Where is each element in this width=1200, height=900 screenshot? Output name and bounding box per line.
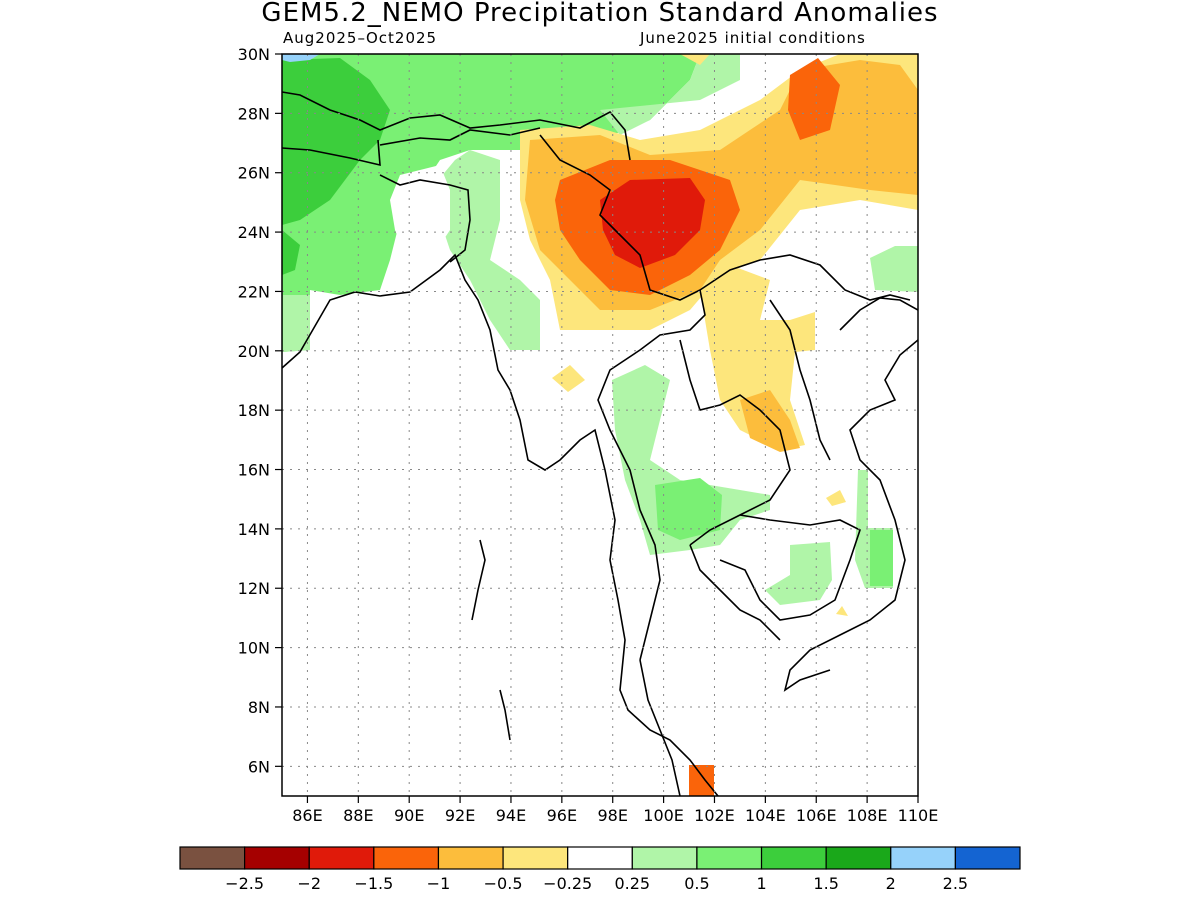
colorbar-swatch bbox=[179, 846, 246, 870]
anomaly-orange-south bbox=[689, 765, 714, 796]
malay-peninsula bbox=[639, 659, 681, 796]
colorbar-label: −1 bbox=[427, 874, 451, 893]
colorbar-swatch bbox=[696, 846, 763, 870]
anomaly-fields bbox=[282, 54, 918, 796]
anomaly-lightgreen-cambodia bbox=[765, 542, 832, 605]
laos-internal bbox=[769, 299, 831, 461]
lon-label: 110E bbox=[898, 806, 939, 825]
anomaly-green-vietnam bbox=[870, 530, 893, 586]
laos-vietnam-border bbox=[699, 254, 911, 301]
anomaly-lightgreen-bay bbox=[283, 295, 310, 352]
colorbar-label: −1.5 bbox=[354, 874, 393, 893]
anomaly-darkgreen-west-2 bbox=[282, 230, 300, 275]
india-bangladesh-coast bbox=[282, 253, 719, 796]
lon-label: 106E bbox=[796, 806, 837, 825]
colorbar-swatch bbox=[502, 846, 569, 870]
page-title: GEM5.2_NEMO Precipitation Standard Anoma… bbox=[261, 0, 939, 28]
lon-label: 92E bbox=[445, 806, 475, 825]
andaman-islands bbox=[471, 539, 486, 621]
himalaya-border bbox=[282, 91, 631, 161]
colorbar-swatch bbox=[760, 846, 827, 870]
myanmar-china-border bbox=[539, 134, 701, 301]
lat-label: 24N bbox=[238, 223, 270, 242]
anomaly-neutral-bangladesh bbox=[390, 165, 450, 260]
lon-label: 108E bbox=[847, 806, 888, 825]
colorbar-label: 0.5 bbox=[684, 874, 709, 893]
colorbar-swatch bbox=[373, 846, 440, 870]
lon-label: 102E bbox=[694, 806, 735, 825]
lon-label: 100E bbox=[643, 806, 684, 825]
lat-label: 20N bbox=[238, 342, 270, 361]
colorbar-label: 2 bbox=[886, 874, 896, 893]
colorbar-label: −0.5 bbox=[484, 874, 523, 893]
lon-label: 88E bbox=[343, 806, 373, 825]
china-east-coast bbox=[839, 297, 918, 331]
anomaly-red-china bbox=[600, 178, 705, 268]
nepal-border bbox=[282, 139, 381, 167]
anomaly-lightgreen-bangladesh bbox=[430, 150, 540, 350]
myanmar-thailand-border bbox=[597, 289, 706, 661]
initial-conditions: June2025 initial conditions bbox=[640, 29, 866, 47]
colorbar-swatch bbox=[308, 846, 375, 870]
colorbar-swatch bbox=[954, 846, 1021, 870]
colorbar bbox=[179, 846, 1021, 870]
colorbar-swatch bbox=[631, 846, 698, 870]
anomaly-lightgreen-east bbox=[870, 246, 918, 292]
anomaly-yellow-laos bbox=[700, 265, 815, 450]
longitude-labels: 86E 88E 90E 92E 94E 96E 98E 100E 102E 104E 106E 108… bbox=[292, 796, 938, 825]
lat-label: 26N bbox=[238, 164, 270, 183]
anomaly-lightblue-nw bbox=[282, 54, 320, 62]
latitude-labels: 30N 28N 26N 24N 22N 20N 18N 16N 14N 12N 10N 8N 6N bbox=[238, 45, 282, 776]
lon-label: 98E bbox=[597, 806, 627, 825]
lon-label: 90E bbox=[394, 806, 424, 825]
lon-label: 96E bbox=[547, 806, 577, 825]
vietnam-coast bbox=[783, 339, 918, 692]
colorbar-label: 1.5 bbox=[813, 874, 838, 893]
anomaly-yellow-small-3 bbox=[836, 606, 848, 616]
anomaly-yellow-top bbox=[680, 54, 710, 65]
lat-label: 8N bbox=[248, 698, 270, 717]
lat-label: 30N bbox=[238, 45, 270, 64]
colorbar-swatch bbox=[244, 846, 310, 870]
colorbar-swatch bbox=[825, 846, 892, 870]
lat-label: 14N bbox=[238, 520, 270, 539]
lat-label: 6N bbox=[248, 757, 270, 776]
bangladesh-border bbox=[379, 174, 471, 263]
map-frame bbox=[281, 53, 919, 797]
forecast-period: Aug2025–Oct2025 bbox=[283, 29, 438, 47]
anomaly-green-thailand bbox=[655, 478, 722, 540]
colorbar-label: −2 bbox=[297, 874, 321, 893]
colorbar-label: 0.25 bbox=[614, 874, 650, 893]
colorbar-labels: −2.5 −2 −1.5 −1 −0.5 −0.25 0.25 0.5 1 1.5 2 2.5 bbox=[225, 874, 968, 893]
lat-label: 18N bbox=[238, 401, 270, 420]
colorbar-swatch bbox=[567, 846, 633, 870]
anomaly-yellow-small-2 bbox=[826, 490, 846, 506]
colorbar-label: 1 bbox=[756, 874, 766, 893]
lat-label: 28N bbox=[238, 104, 270, 123]
anomaly-yellow-small-1 bbox=[552, 365, 585, 392]
colorbar-label: 2.5 bbox=[943, 874, 968, 893]
lat-label: 12N bbox=[238, 579, 270, 598]
lon-label: 86E bbox=[292, 806, 322, 825]
lat-label: 22N bbox=[238, 282, 270, 301]
lat-label: 16N bbox=[238, 461, 270, 480]
colorbar-label: −0.25 bbox=[543, 874, 592, 893]
nicobar-islands bbox=[499, 689, 511, 741]
cambodia-border bbox=[719, 514, 861, 621]
gulf-thailand-coast bbox=[689, 544, 781, 641]
anomaly-lightgreen-thailand bbox=[612, 365, 770, 555]
lon-label: 104E bbox=[745, 806, 786, 825]
colorbar-swatch bbox=[890, 846, 956, 870]
anomaly-lightgreen-north bbox=[600, 54, 740, 135]
thailand-laos-border bbox=[679, 339, 791, 546]
colorbar-swatch bbox=[437, 846, 504, 870]
lon-label: 94E bbox=[496, 806, 526, 825]
colorbar-label: −2.5 bbox=[225, 874, 264, 893]
lat-label: 10N bbox=[238, 639, 270, 658]
anomaly-darkorange-north bbox=[788, 58, 840, 140]
